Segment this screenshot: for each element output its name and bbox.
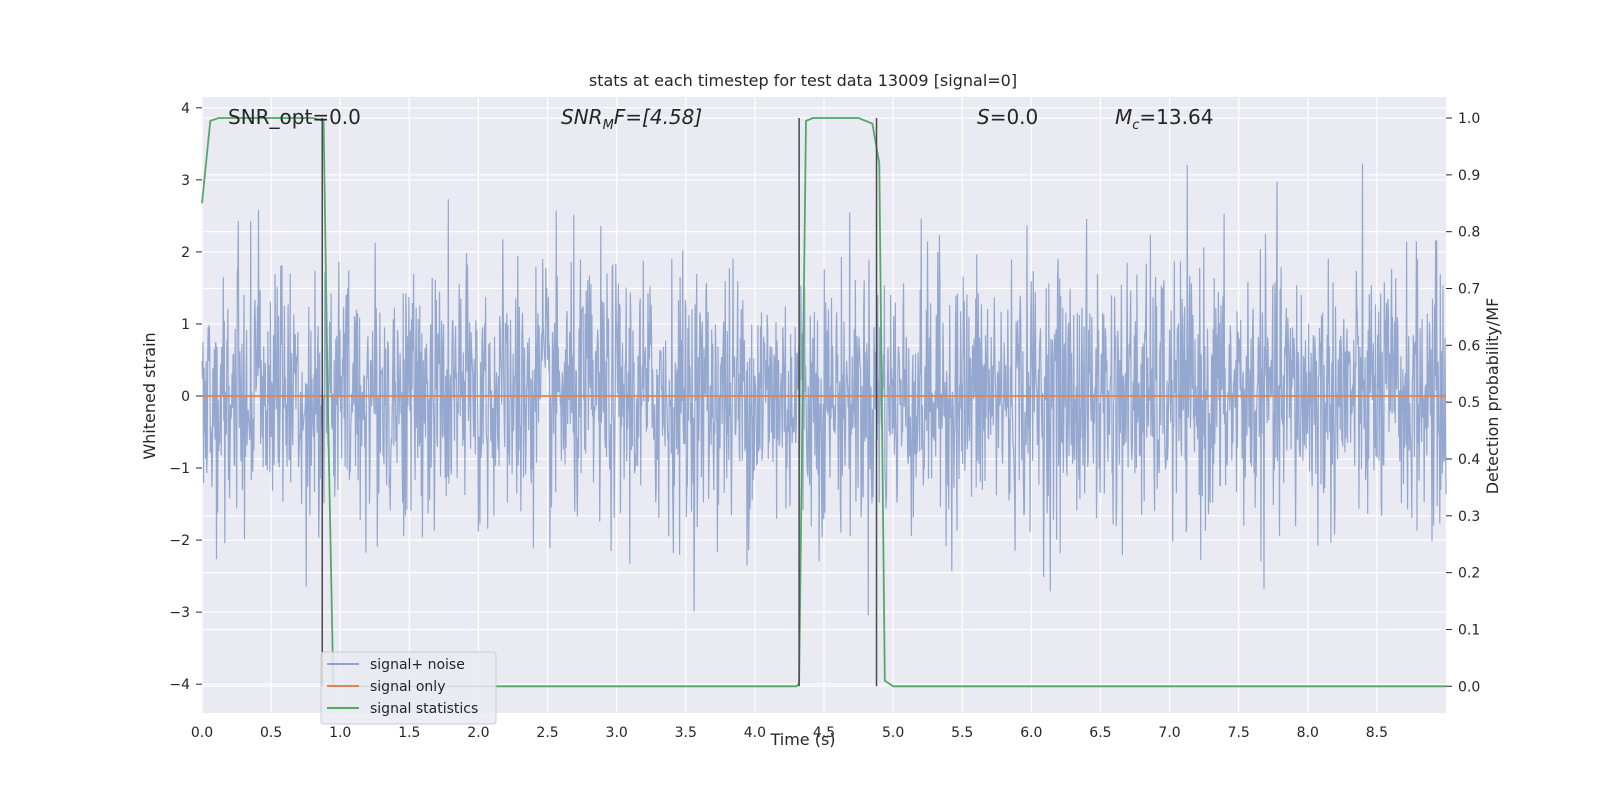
x-tick-label: 2.5: [536, 725, 558, 741]
snr-mf-main: SNR: [561, 105, 603, 129]
y2-tick-label: 0.5: [1458, 395, 1480, 411]
x-tick-label: 6.5: [1089, 725, 1111, 741]
y-tick-label: −1: [169, 461, 190, 477]
y2-tick-label: 1.0: [1458, 111, 1480, 127]
y2-tick-label: 0.7: [1458, 282, 1480, 298]
line-signal-statistics: [201, 117, 1446, 688]
legend-label-signal-noise: signal+ noise: [370, 657, 465, 673]
series-signal-statistics: [201, 117, 1446, 688]
x-tick-label: 8.0: [1297, 725, 1319, 741]
y2-tick-label: 0.3: [1458, 509, 1480, 525]
y-axis-ticks: 4 3 2 1 0 −1 −2 −3 −4: [169, 101, 202, 693]
y2-axis-ticks: 1.0 0.9 0.8 0.7 0.6 0.5 0.4 0.3 0.2 0.1 0.0: [1446, 111, 1480, 695]
legend: signal+ noise signal only signal statist…: [320, 651, 497, 725]
x-tick-label: 1.5: [398, 725, 420, 741]
x-tick-label: 0.0: [191, 725, 213, 741]
x-tick-label: 4.0: [744, 725, 766, 741]
x-tick-label: 4.5: [813, 725, 835, 741]
x-tick-label: 1.0: [329, 725, 351, 741]
y2-tick-label: 0.1: [1458, 622, 1480, 638]
annotation-snr-mf: SNRMF=[4.58]: [561, 105, 702, 133]
y-tick-label: −3: [169, 605, 190, 621]
y2-axis-label: Detection probability/MF: [1483, 298, 1502, 495]
x-tick-label: 5.5: [951, 725, 973, 741]
y2-tick-label: 0.2: [1458, 566, 1480, 582]
x-tick-label: 0.5: [260, 725, 282, 741]
x-tick-label: 7.5: [1228, 725, 1250, 741]
marker-vlines: [321, 118, 878, 687]
series-signal-noise: [201, 163, 1447, 616]
y-tick-label: −2: [169, 533, 190, 549]
x-tick-label: 8.5: [1366, 725, 1388, 741]
x-tick-label: 5.0: [882, 725, 904, 741]
y2-tick-label: 0.0: [1458, 679, 1480, 695]
y-tick-label: 1: [181, 317, 190, 333]
snr-mf-sub: M: [603, 118, 614, 133]
annotation-s: S=0.0: [977, 105, 1038, 129]
x-tick-label: 6.0: [1020, 725, 1042, 741]
y2-tick-label: 0.9: [1458, 168, 1480, 184]
y-tick-label: −4: [169, 677, 190, 693]
y2-tick-label: 0.4: [1458, 452, 1480, 468]
legend-label-signal-only: signal only: [370, 679, 445, 695]
y-tick-label: 0: [181, 389, 190, 405]
chart-title: stats at each timestep for test data 130…: [589, 71, 1017, 90]
y-tick-label: 4: [181, 101, 190, 117]
x-tick-label: 2.0: [467, 725, 489, 741]
y-tick-label: 2: [181, 245, 190, 261]
snr-mf-rest: F=[4.58]: [614, 105, 702, 129]
y2-tick-label: 0.8: [1458, 225, 1480, 241]
x-axis-ticks: 0.0 0.5 1.0 1.5 2.0 2.5 3.0 3.5 4.0 4.5 5.0 5.5 6.0 6…: [191, 725, 1388, 741]
line-signal-noise: [201, 163, 1447, 616]
x-tick-label: 3.5: [675, 725, 697, 741]
annotation-mc: Mc=13.64: [1115, 105, 1213, 133]
y-axis-label: Whitened strain: [140, 332, 159, 459]
legend-box: [320, 651, 497, 725]
x-tick-label: 3.0: [606, 725, 628, 741]
x-axis-label: Time (s): [769, 730, 835, 749]
y-tick-label: 3: [181, 173, 190, 189]
legend-label-signal-statistics: signal statistics: [370, 701, 478, 717]
annotation-snr-opt: SNR_opt=0.0: [228, 105, 361, 129]
y2-tick-label: 0.6: [1458, 338, 1480, 354]
x-tick-label: 7.0: [1158, 725, 1180, 741]
